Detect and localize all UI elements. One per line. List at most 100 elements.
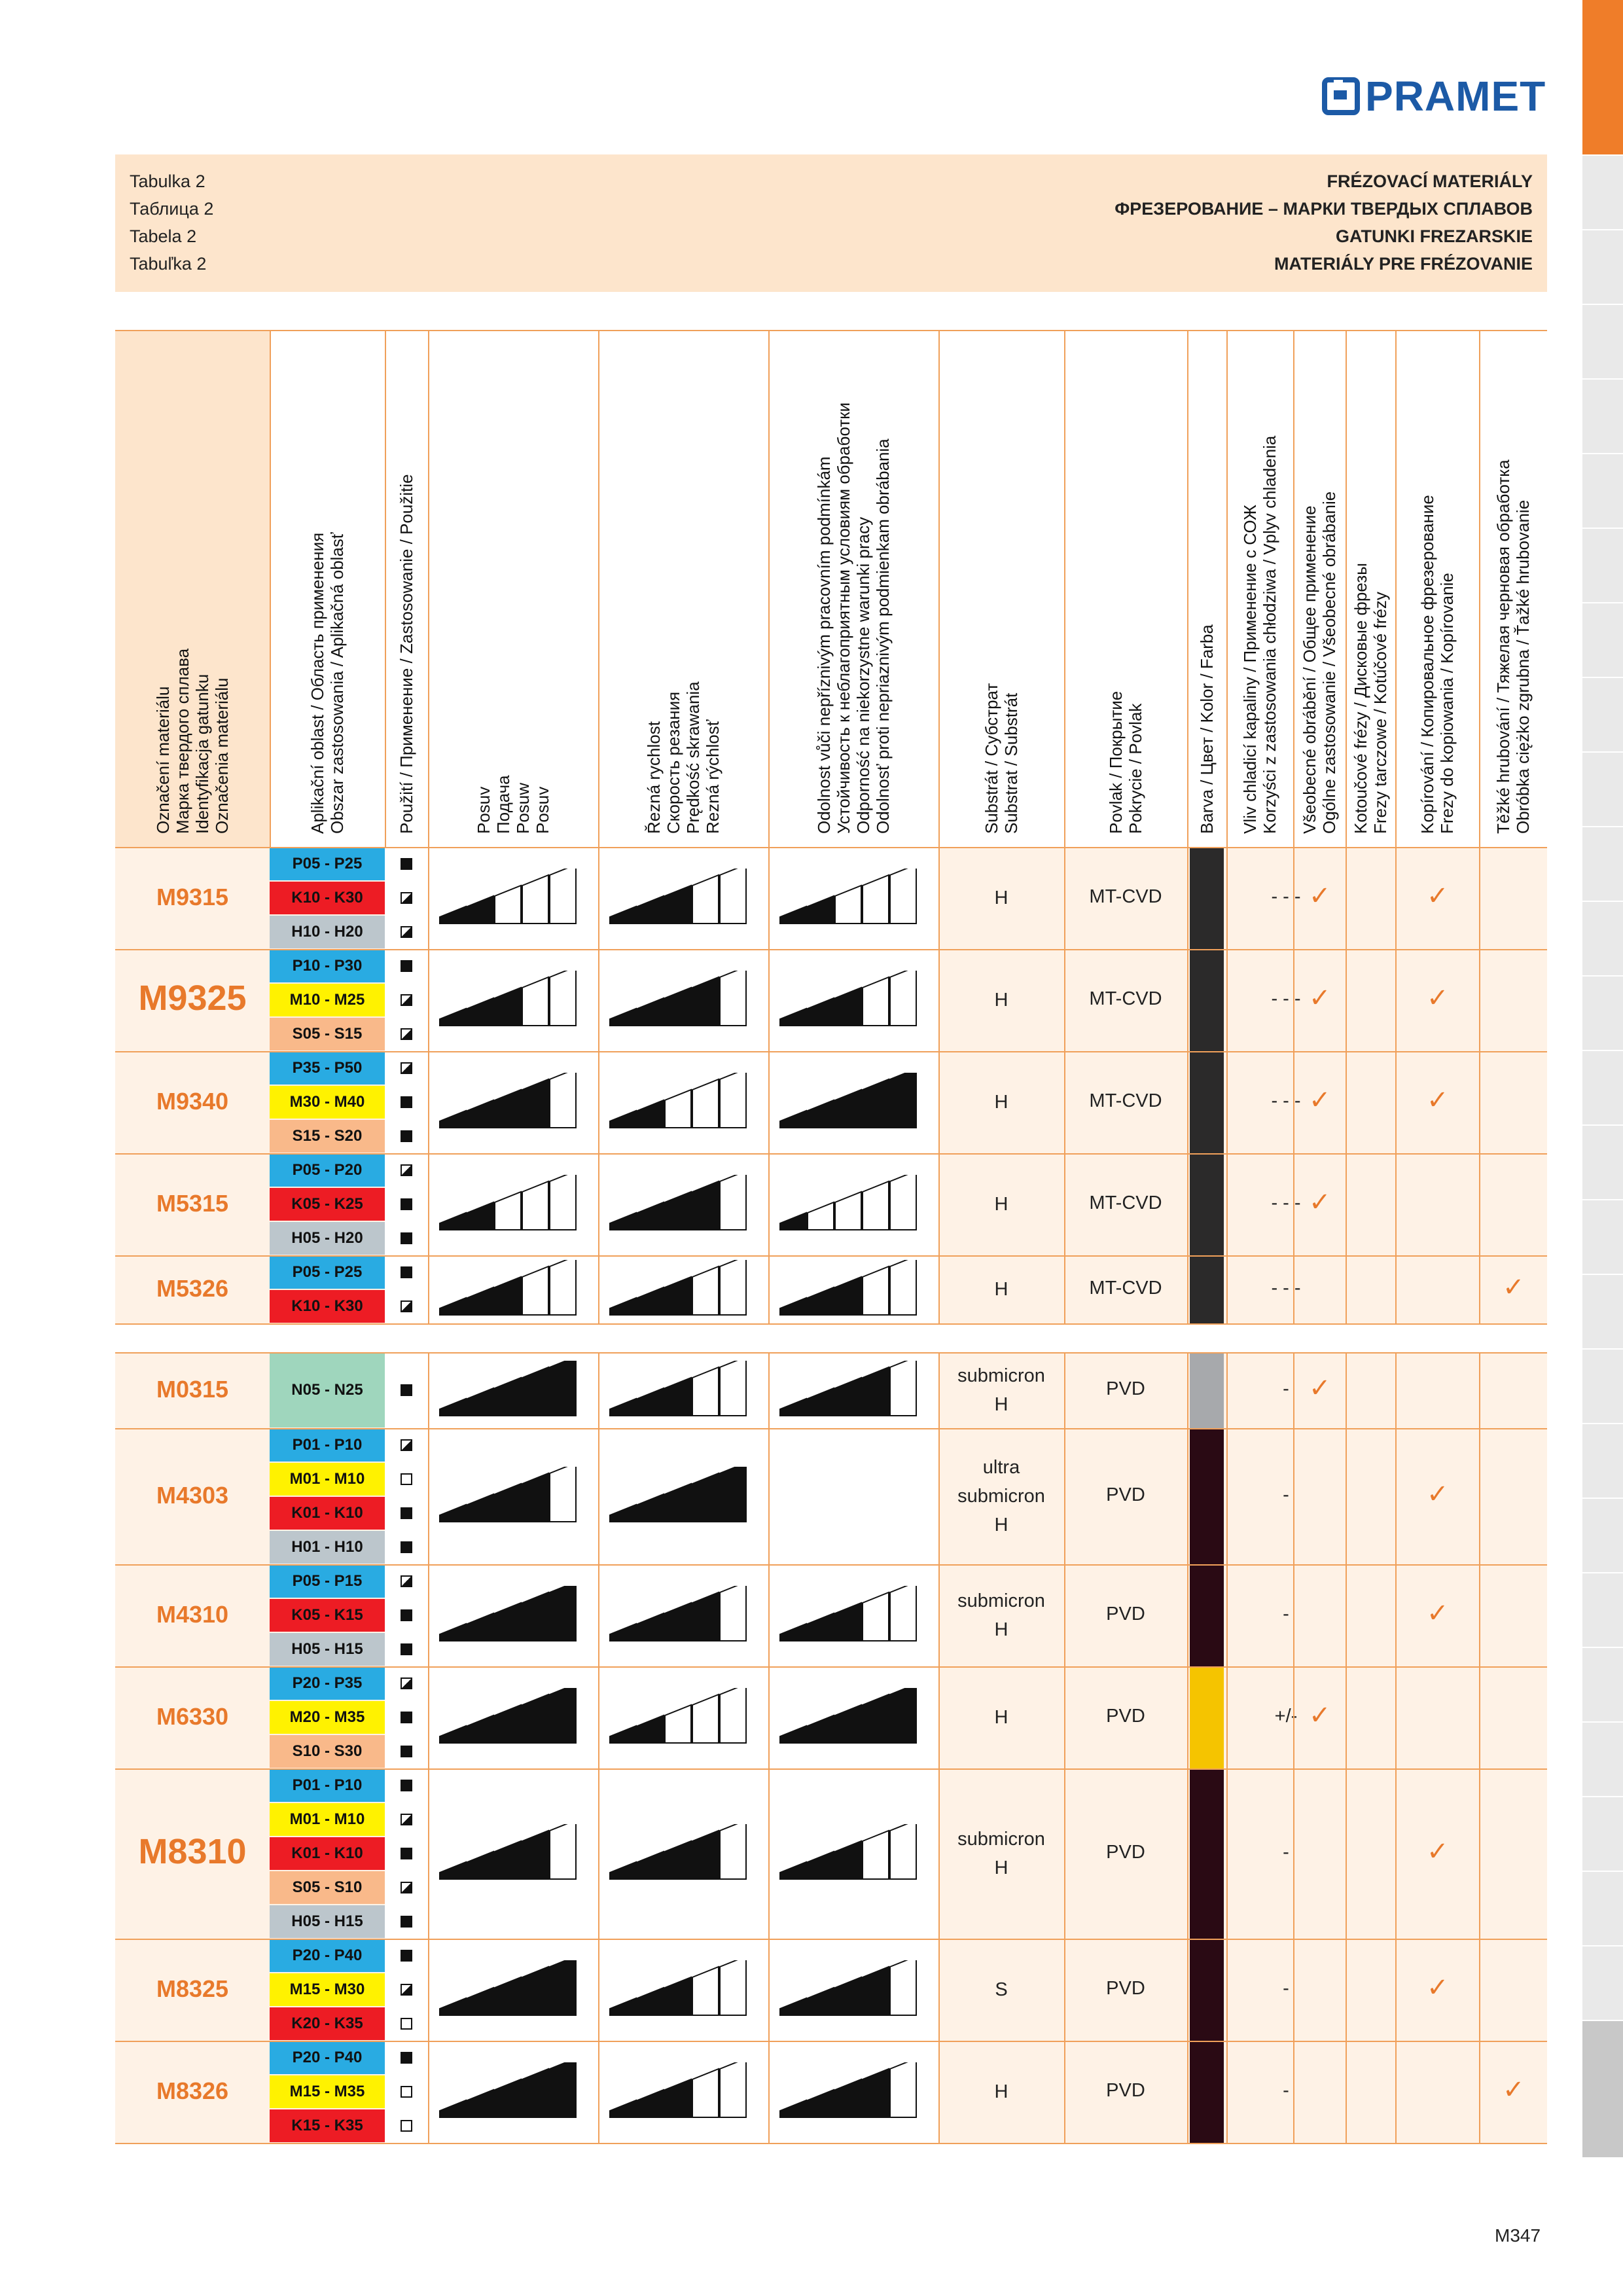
side-tab[interactable] [1582,1424,1623,1499]
usage-full-icon [401,1916,412,1928]
side-tab[interactable] [1582,454,1623,529]
side-tab[interactable] [1582,305,1623,380]
coating: PVD [1106,1978,1145,1999]
side-tab-active[interactable] [1582,0,1623,156]
side-tab[interactable] [1582,678,1623,753]
column-header-line: Ogólne zastosowanie / Všeobecné obrábani… [1319,491,1339,834]
substrate-line: H [994,1707,1008,1728]
rating-wedge [609,971,747,1026]
column-header-text: Odolnost vůči nepříznivým pracovním podm… [814,403,893,834]
wedge-segment-empty [862,1591,889,1641]
column-header: Všeobecné obrábění / Общее применение Ogó… [1293,330,1346,847]
wedge-segment-filled [664,1276,692,1316]
usage-full-icon [401,1848,412,1859]
column-divider [598,1939,599,2041]
grade-name: M5315 [156,1190,229,1217]
wedge-segment-empty [549,971,577,1026]
column-header-line: Posuv [533,786,552,834]
side-tab[interactable] [1582,1350,1623,1424]
wedge-segment-filled [637,1986,664,2016]
substrate: S [938,1975,1064,2004]
wedge-segment-filled [807,1986,834,2016]
usage-full-icon [401,1130,412,1142]
column-header-line: Aplikační oblast / Область применения [308,532,327,834]
column-divider [1226,1564,1228,1666]
side-tab[interactable] [1582,1499,1623,1573]
column-header-line: Frezy tarczowe / Kotúčové frézy [1370,592,1390,834]
column-divider [1226,1255,1228,1323]
column-divider [768,2041,770,2143]
column-header-text: Kotoučové frézy / Дисковые фрезы Frezy ta… [1351,563,1390,834]
wedge-segment-empty [719,1586,747,1641]
side-tab[interactable] [1582,977,1623,1051]
column-divider [1346,2041,1347,2143]
table-rule [115,1564,1547,1566]
check-icon: ✓ [1503,2075,1525,2104]
column-divider [768,1564,770,1666]
wedge-segment-empty [862,1180,889,1230]
side-tab[interactable] [1582,380,1623,454]
side-tab[interactable] [1582,1573,1623,1648]
column-divider [1479,949,1480,1051]
side-tab[interactable] [1582,2021,1623,2159]
side-tab[interactable] [1582,1872,1623,1946]
usage-half-icon [401,892,412,904]
usage-half-icon [401,1575,412,1587]
side-tab[interactable] [1582,230,1623,305]
usage-half-icon [401,1814,412,1825]
wedge-segment-empty [664,1704,692,1744]
wedge-segment-filled [439,905,467,924]
table-label: Tabulka 2 [130,171,205,191]
side-tab[interactable] [1582,827,1623,902]
substrate-line: H [994,1857,1008,1878]
side-tab[interactable] [1582,1723,1623,1797]
coolant-effect: - [1283,1842,1289,1863]
wedge-segment-filled [494,1088,522,1128]
side-tab[interactable] [1582,902,1623,977]
column-header: Označení materiálu Марка твердого сплава I… [115,330,270,847]
side-tab[interactable] [1582,1200,1623,1275]
side-tab[interactable] [1582,529,1623,603]
wedge-segment-empty [719,1073,747,1128]
side-tab[interactable] [1582,603,1623,678]
column-divider [1226,949,1228,1051]
wedge-segment-filled [637,1387,664,1416]
wedge-segment-empty [692,1366,719,1416]
column-divider [428,1352,429,1428]
wedge-segment-filled [779,1861,807,1880]
wedge-segment-filled [807,1099,834,1128]
usage-full-icon [401,960,412,972]
application-range: S15 - S20 [270,1120,385,1153]
side-tab[interactable] [1582,156,1623,230]
table-title: MATERIÁLY PRE FRÉZOVANIE [1274,254,1533,274]
wedge-segment-filled [779,1725,807,1744]
usage-full-icon [401,1232,412,1244]
side-tab[interactable] [1582,1275,1623,1350]
wedge-segment-filled [692,1591,719,1641]
side-tab[interactable] [1582,753,1623,827]
page-number: M347 [1495,2225,1541,2246]
column-divider [428,1564,429,1666]
column-header-line: Barva / Цвет / Kolor / Farba [1197,624,1217,834]
side-tab[interactable] [1582,1051,1623,1126]
column-divider [1064,1768,1065,1939]
wedge-segment-filled [834,986,862,1026]
side-tab[interactable] [1582,1126,1623,1200]
wedge-segment-filled [439,1503,467,1522]
wedge-segment-filled [467,1714,494,1744]
side-tab[interactable] [1582,1946,1623,2021]
wedge-segment-filled [862,1366,889,1416]
application-range: H05 - H15 [270,1633,385,1666]
column-divider [1064,1564,1065,1666]
wedge-segment-empty [889,1260,917,1316]
usage-half-icon [401,1028,412,1040]
side-tab[interactable] [1582,1797,1623,1872]
table-label: Таблица 2 [130,199,214,219]
wedge-segment-empty [719,1260,747,1316]
side-tab[interactable] [1582,1648,1623,1723]
application-range: P20 - P40 [270,2041,385,2074]
wedge-segment-filled [692,1472,719,1522]
wedge-segment-filled [862,2068,889,2118]
column-divider [768,1255,770,1323]
grade-color-swatch [1190,847,1224,949]
